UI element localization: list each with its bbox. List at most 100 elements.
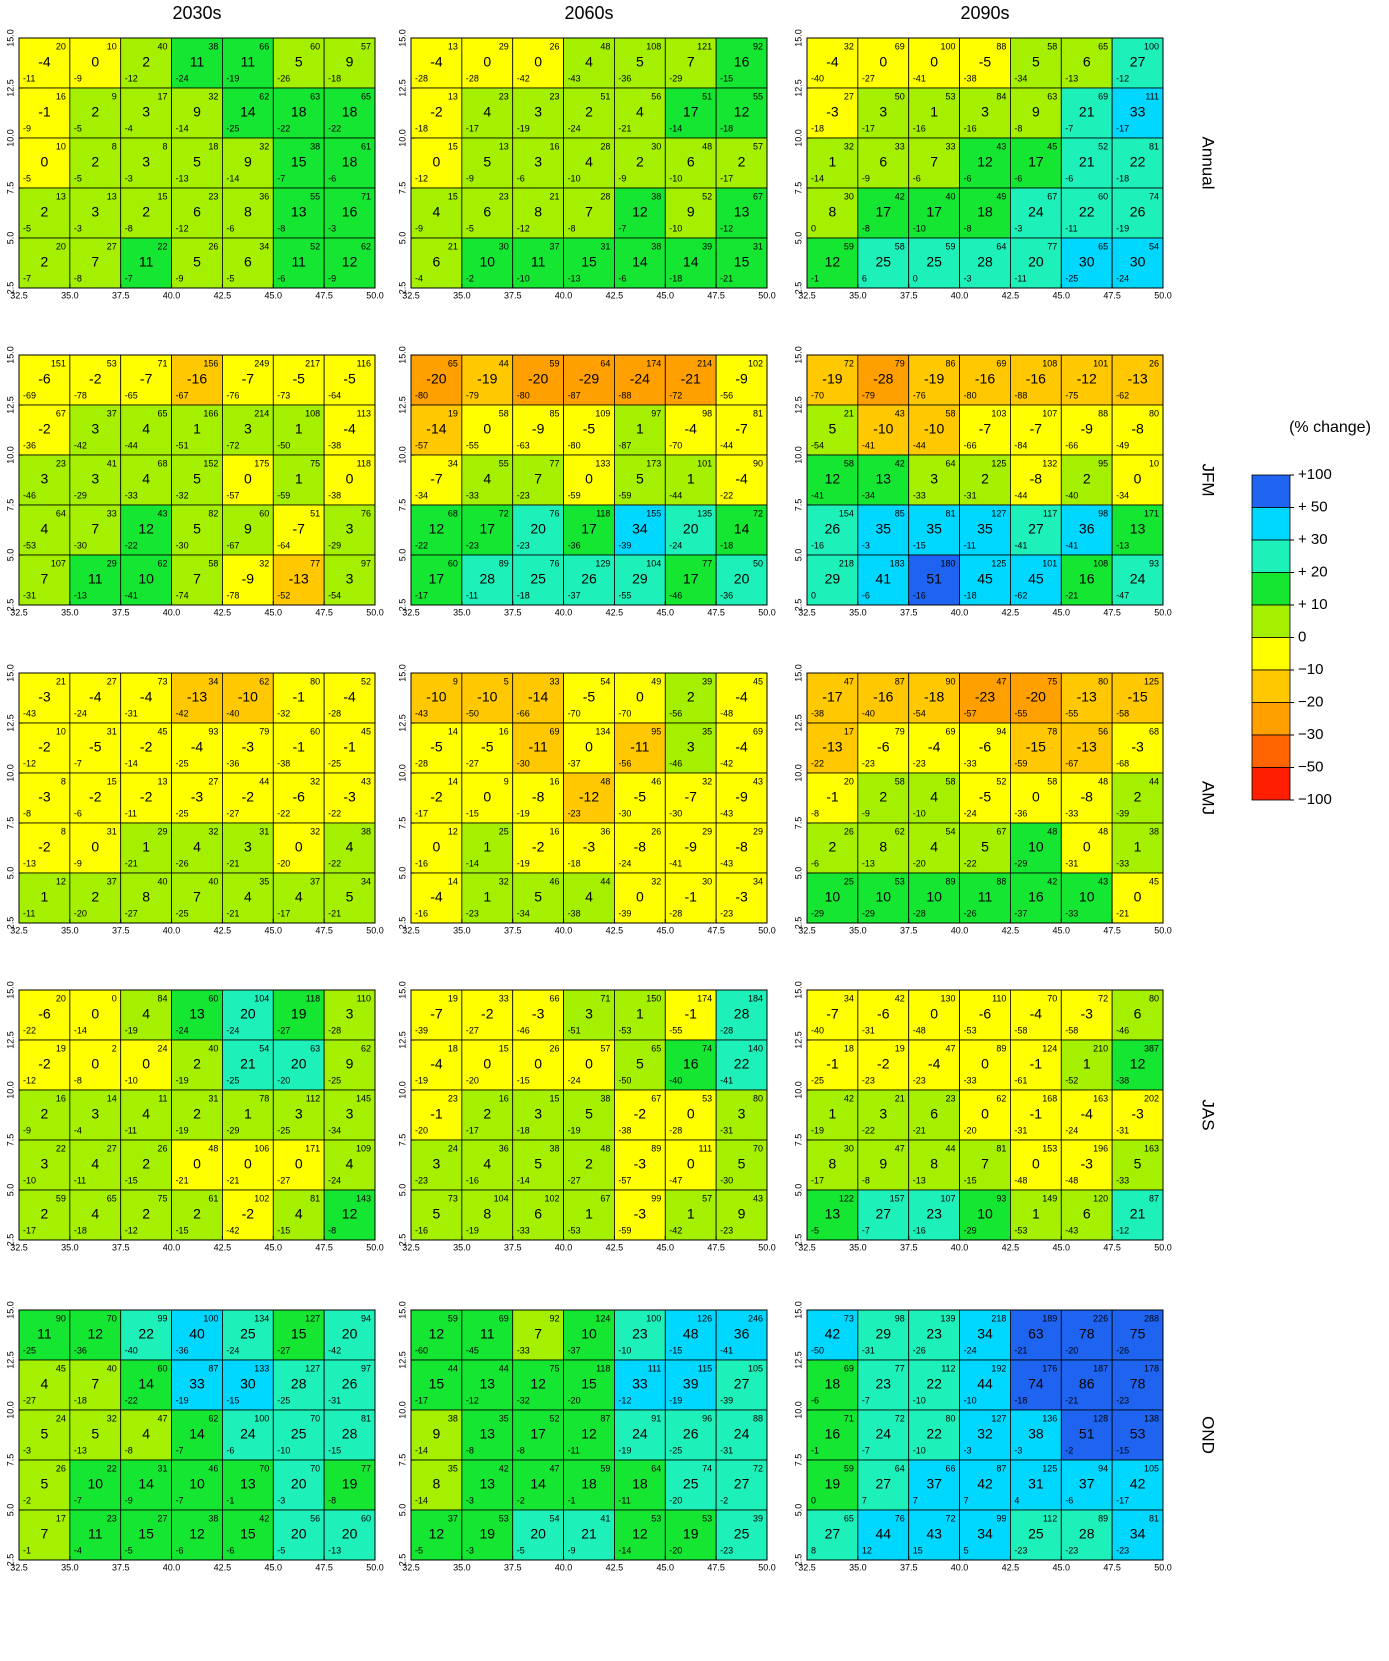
grid-cell — [410, 454, 463, 506]
cell-median: 3 — [534, 1106, 542, 1122]
cell-median: 11 — [480, 1326, 495, 1342]
cell-max: 40 — [158, 876, 168, 886]
cell-max: 151 — [51, 358, 66, 368]
cell-min: -42 — [176, 708, 189, 718]
cell-max: 42 — [499, 1463, 509, 1473]
cell-median: 21 — [581, 1526, 597, 1542]
x-tick-label: 47.5 — [707, 607, 725, 617]
cell-min: -20 — [74, 908, 87, 918]
grid-cell — [908, 1509, 960, 1561]
grid-cell — [18, 1359, 71, 1411]
cell-max: 68 — [1149, 726, 1159, 736]
cell-median: 45 — [1028, 571, 1044, 587]
cell-median: 16 — [825, 1426, 841, 1442]
cell-max: 104 — [646, 558, 661, 568]
grid-cell — [18, 554, 71, 606]
cell-min: -33 — [913, 490, 926, 500]
cell-min: -12 — [125, 73, 138, 83]
x-tick-label: 45.0 — [657, 1562, 675, 1572]
cell-min: -23 — [415, 1175, 428, 1185]
cell-min: -21 — [226, 908, 239, 918]
cell-min: -9 — [125, 1495, 133, 1505]
cell-max: 153 — [1042, 1143, 1057, 1153]
cell-max: 15 — [107, 776, 117, 786]
x-tick-label: 42.5 — [1002, 1562, 1020, 1572]
cell-median: 3 — [930, 471, 938, 487]
cell-min: -29 — [328, 540, 341, 550]
cell-median: 4 — [244, 889, 252, 905]
cell-min: -12 — [23, 758, 36, 768]
grid-cell — [959, 1189, 1011, 1241]
y-tick-label: 15.0 — [5, 346, 15, 364]
cell-median: 24 — [632, 1426, 648, 1442]
x-tick-label: 35.0 — [849, 1242, 867, 1252]
x-tick-label: 40.0 — [951, 607, 969, 617]
cell-max: 42 — [895, 993, 905, 1003]
grid-cell — [1111, 137, 1164, 189]
cell-median: 10 — [977, 1206, 993, 1222]
cell-median: 19 — [479, 1526, 495, 1542]
grid-cell — [461, 1509, 514, 1561]
cell-min: -28 — [415, 758, 428, 768]
cell-max: 60 — [208, 993, 218, 1003]
cell-max: 187 — [1093, 1363, 1108, 1373]
grid-cell — [806, 1309, 859, 1361]
cell-median: 1 — [687, 1206, 695, 1222]
grid-cell — [908, 1309, 960, 1361]
grid-cell — [1111, 237, 1164, 289]
row-title: AMJ — [1199, 781, 1218, 815]
cell-median: 34 — [1130, 1526, 1146, 1542]
x-tick-label: 37.5 — [112, 290, 130, 300]
grid-cell — [272, 37, 325, 89]
cell-max: 23 — [499, 191, 509, 201]
map-panel: 9011-257012-369922-4010040-3613425-24127… — [5, 1301, 383, 1572]
cell-max: 43 — [753, 776, 763, 786]
grid-cell — [715, 1089, 768, 1141]
y-tick-label: 12.5 — [5, 714, 15, 732]
grid-cell — [1010, 187, 1062, 239]
cell-median: -3 — [242, 739, 255, 755]
cell-median: 7 — [193, 571, 201, 587]
cell-min: -76 — [226, 390, 239, 400]
cell-median: 17 — [926, 204, 942, 220]
cell-min: -60 — [415, 1345, 428, 1355]
cell-median: -23 — [975, 689, 995, 705]
grid-cell — [410, 137, 463, 189]
cell-min: -29 — [226, 1125, 239, 1135]
cell-median: 0 — [1032, 789, 1040, 805]
cell-median: 6 — [1083, 54, 1091, 70]
cell-median: 12 — [429, 1526, 445, 1542]
cell-median: 0 — [295, 1156, 303, 1172]
cell-median: 4 — [41, 521, 49, 537]
cell-max: 71 — [844, 1413, 854, 1423]
grid-cell — [222, 554, 274, 606]
x-tick-label: 50.0 — [366, 607, 384, 617]
x-tick-label: 37.5 — [900, 925, 918, 935]
cell-min: -3 — [23, 1445, 31, 1455]
cell-min: -38 — [568, 908, 581, 918]
cell-median: 0 — [585, 471, 593, 487]
cell-median: 3 — [346, 1106, 354, 1122]
cell-median: 30 — [240, 1376, 256, 1392]
grid-cell — [69, 822, 122, 874]
cell-max: 86 — [946, 358, 956, 368]
cell-median: 2 — [142, 1156, 150, 1172]
colorbar-box — [1251, 669, 1291, 703]
cell-median: 12 — [977, 154, 993, 170]
cell-max: 115 — [698, 1363, 712, 1373]
grid-cell — [272, 187, 325, 239]
cell-median: 15 — [581, 1376, 597, 1392]
cell-max: 38 — [448, 1413, 458, 1423]
cell-min: -67 — [226, 540, 239, 550]
cell-median: 22 — [1079, 204, 1095, 220]
panel-frame — [806, 989, 1164, 1241]
grid-cell — [18, 1139, 71, 1191]
cell-median: -10 — [873, 421, 893, 437]
cell-max: 70 — [259, 1463, 269, 1473]
cell-max: 52 — [310, 241, 320, 251]
cell-median: 5 — [346, 889, 354, 905]
cell-min: -16 — [913, 123, 926, 133]
x-tick-label: 40.0 — [555, 1562, 573, 1572]
cell-median: 33 — [632, 1376, 648, 1392]
cell-max: 127 — [305, 1363, 320, 1373]
